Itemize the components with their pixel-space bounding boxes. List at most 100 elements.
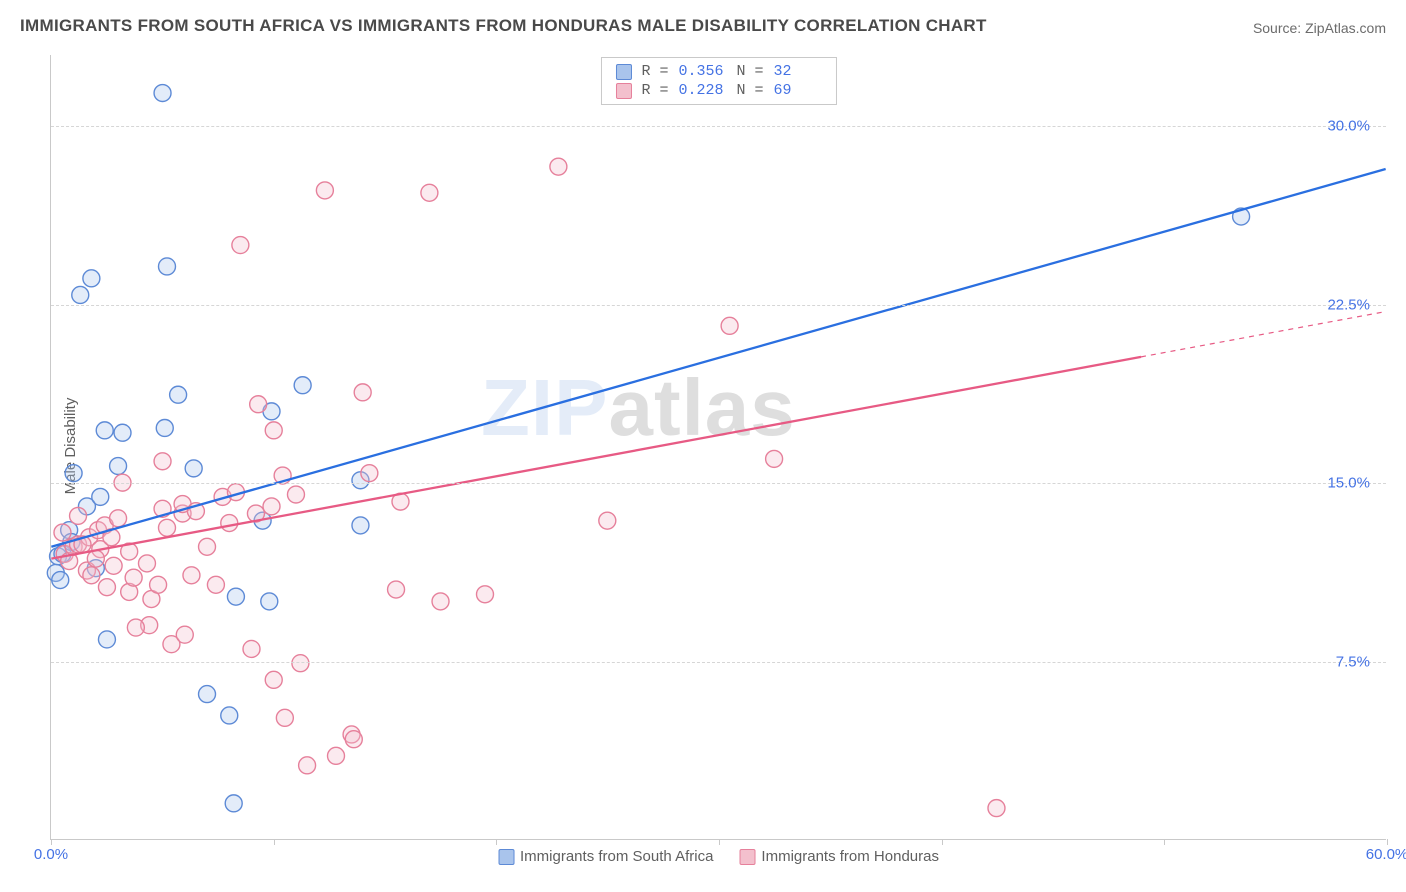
xtick-mark <box>1387 839 1388 845</box>
scatter-point-south_africa <box>294 377 311 394</box>
scatter-point-honduras <box>361 465 378 482</box>
scatter-point-honduras <box>54 524 71 541</box>
scatter-point-south_africa <box>114 424 131 441</box>
scatter-point-honduras <box>432 593 449 610</box>
plot-svg <box>51 55 1386 839</box>
scatter-point-south_africa <box>98 631 115 648</box>
scatter-point-honduras <box>988 800 1005 817</box>
stats-r-label-2: R = <box>641 82 668 99</box>
scatter-point-south_africa <box>72 286 89 303</box>
scatter-point-honduras <box>477 586 494 603</box>
ytick-label: 22.5% <box>1327 296 1370 313</box>
stats-row-1: R = 0.356 N = 32 <box>615 62 821 81</box>
scatter-point-honduras <box>138 555 155 572</box>
stats-r-value-1: 0.356 <box>679 63 727 80</box>
ytick-label: 30.0% <box>1327 118 1370 135</box>
scatter-point-honduras <box>316 182 333 199</box>
scatter-point-honduras <box>550 158 567 175</box>
scatter-point-honduras <box>421 184 438 201</box>
scatter-point-honduras <box>388 581 405 598</box>
regression-line-honduras <box>51 357 1141 559</box>
scatter-point-honduras <box>125 569 142 586</box>
xtick-mark <box>1164 839 1165 845</box>
gridline-y <box>51 483 1386 484</box>
scatter-point-honduras <box>83 567 100 584</box>
scatter-point-south_africa <box>199 686 216 703</box>
scatter-point-south_africa <box>154 85 171 102</box>
scatter-point-honduras <box>250 396 267 413</box>
scatter-point-honduras <box>276 709 293 726</box>
scatter-point-honduras <box>70 507 87 524</box>
scatter-point-honduras <box>243 640 260 657</box>
scatter-point-south_africa <box>221 707 238 724</box>
scatter-point-honduras <box>599 512 616 529</box>
xtick-mark <box>719 839 720 845</box>
legend-swatch-2 <box>739 849 755 865</box>
scatter-point-honduras <box>176 626 193 643</box>
xtick-label: 0.0% <box>34 846 68 863</box>
scatter-point-south_africa <box>52 572 69 589</box>
scatter-point-south_africa <box>92 488 109 505</box>
scatter-point-honduras <box>232 237 249 254</box>
stats-row-2: R = 0.228 N = 69 <box>615 81 821 100</box>
stats-n-label-2: N = <box>737 82 764 99</box>
scatter-point-south_africa <box>83 270 100 287</box>
legend-item-1: Immigrants from South Africa <box>498 848 713 865</box>
scatter-point-honduras <box>183 567 200 584</box>
plot-area: ZIPatlas R = 0.356 N = 32 R = 0.228 N = … <box>50 55 1386 840</box>
regression-line-dashed-honduras <box>1141 312 1386 357</box>
xtick-mark <box>274 839 275 845</box>
stats-r-label-1: R = <box>641 63 668 80</box>
xtick-mark <box>51 839 52 845</box>
scatter-point-honduras <box>87 550 104 567</box>
scatter-point-honduras <box>299 757 316 774</box>
scatter-point-south_africa <box>352 517 369 534</box>
scatter-point-honduras <box>328 747 345 764</box>
scatter-point-south_africa <box>170 386 187 403</box>
scatter-point-south_africa <box>185 460 202 477</box>
scatter-point-honduras <box>265 671 282 688</box>
stats-swatch-1 <box>615 64 631 80</box>
scatter-point-south_africa <box>156 420 173 437</box>
scatter-point-south_africa <box>96 422 113 439</box>
legend-label-1: Immigrants from South Africa <box>520 848 713 865</box>
stats-n-value-2: 69 <box>774 82 822 99</box>
xtick-mark <box>496 839 497 845</box>
scatter-point-honduras <box>105 557 122 574</box>
stats-swatch-2 <box>615 83 631 99</box>
scatter-point-south_africa <box>65 465 82 482</box>
scatter-point-honduras <box>98 579 115 596</box>
stats-r-value-2: 0.228 <box>679 82 727 99</box>
scatter-point-south_africa <box>110 458 127 475</box>
legend-item-2: Immigrants from Honduras <box>739 848 939 865</box>
ytick-label: 7.5% <box>1336 653 1370 670</box>
scatter-point-south_africa <box>261 593 278 610</box>
scatter-point-honduras <box>150 576 167 593</box>
scatter-point-honduras <box>221 515 238 532</box>
chart-title: IMMIGRANTS FROM SOUTH AFRICA VS IMMIGRAN… <box>20 16 987 36</box>
scatter-point-south_africa <box>225 795 242 812</box>
xtick-mark <box>942 839 943 845</box>
stats-n-label-1: N = <box>737 63 764 80</box>
scatter-point-south_africa <box>159 258 176 275</box>
scatter-point-honduras <box>154 453 171 470</box>
scatter-point-honduras <box>127 619 144 636</box>
legend-label-2: Immigrants from Honduras <box>761 848 939 865</box>
scatter-point-honduras <box>265 422 282 439</box>
scatter-point-honduras <box>263 498 280 515</box>
scatter-point-honduras <box>287 486 304 503</box>
gridline-y <box>51 305 1386 306</box>
gridline-y <box>51 126 1386 127</box>
scatter-point-honduras <box>766 450 783 467</box>
legend-swatch-1 <box>498 849 514 865</box>
ytick-label: 15.0% <box>1327 475 1370 492</box>
scatter-point-honduras <box>110 510 127 527</box>
stats-n-value-1: 32 <box>774 63 822 80</box>
scatter-point-honduras <box>345 731 362 748</box>
regression-line-south_africa <box>51 169 1385 547</box>
gridline-y <box>51 662 1386 663</box>
source-attribution: Source: ZipAtlas.com <box>1253 20 1386 36</box>
scatter-point-south_africa <box>227 588 244 605</box>
bottom-legend: Immigrants from South Africa Immigrants … <box>498 848 939 865</box>
scatter-point-honduras <box>354 384 371 401</box>
